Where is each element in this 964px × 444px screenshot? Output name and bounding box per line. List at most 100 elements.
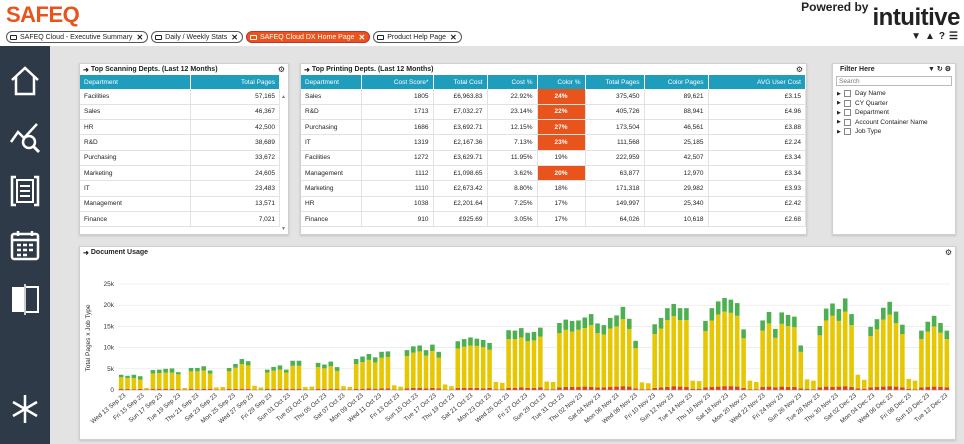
bar-segment-green[interactable] — [360, 356, 365, 363]
bar-segment-green[interactable] — [163, 368, 168, 373]
bar-segment-red[interactable] — [703, 387, 708, 390]
bar-segment-green[interactable] — [512, 330, 518, 340]
bar-segment-red[interactable] — [906, 388, 911, 390]
bar-segment-red[interactable] — [887, 386, 892, 390]
bar-segment-yellow[interactable] — [652, 334, 657, 388]
filter-item[interactable]: ▶ CY Quarter — [833, 99, 955, 109]
bar-segment-yellow[interactable] — [544, 381, 549, 390]
bar-segment-green[interactable] — [125, 375, 130, 378]
bar-segment-red[interactable] — [658, 387, 664, 390]
bar-segment-yellow[interactable] — [214, 387, 219, 390]
bar-segment-yellow[interactable] — [353, 364, 359, 389]
bar-segment-yellow[interactable] — [366, 359, 372, 389]
bar-segment-green[interactable] — [284, 369, 289, 373]
bar-segment-red[interactable] — [538, 387, 543, 390]
expand-arrow-icon[interactable]: ➜ — [83, 249, 89, 257]
expand-arrow-icon[interactable]: ➜ — [304, 66, 310, 74]
bar-segment-red[interactable] — [931, 386, 937, 390]
bar-segment-red[interactable] — [646, 389, 651, 390]
bar-segment-yellow[interactable] — [309, 386, 314, 390]
bar-segment-red[interactable] — [296, 388, 302, 390]
bar-segment-yellow[interactable] — [360, 362, 365, 389]
bar-segment-yellow[interactable] — [868, 336, 873, 388]
bar-segment-red[interactable] — [868, 387, 873, 390]
bar-segment-yellow[interactable] — [303, 387, 308, 390]
bar-segment-red[interactable] — [264, 388, 270, 390]
bar-segment-green[interactable] — [779, 312, 784, 324]
bar-segment-green[interactable] — [734, 303, 740, 316]
bar-segment-yellow[interactable] — [125, 377, 130, 389]
bar-segment-red[interactable] — [328, 388, 334, 390]
bar-segment-green[interactable] — [404, 350, 410, 357]
bar-segment-yellow[interactable] — [461, 346, 467, 388]
bar-segment-green[interactable] — [785, 314, 791, 326]
bar-segment-yellow[interactable] — [646, 383, 651, 390]
bar-segment-green[interactable] — [506, 330, 511, 340]
close-icon[interactable]: ✕ — [449, 32, 457, 42]
bar-segment-green[interactable] — [588, 314, 594, 326]
bar-segment-green[interactable] — [188, 367, 194, 372]
bar-segment-yellow[interactable] — [137, 379, 143, 389]
bar-segment-yellow[interactable] — [277, 369, 283, 389]
bar-segment-yellow[interactable] — [188, 371, 194, 389]
bar-segment-green[interactable] — [468, 337, 473, 346]
bar-segment-red[interactable] — [118, 388, 124, 390]
bar-segment-green[interactable] — [430, 344, 435, 351]
bar-segment-green[interactable] — [277, 365, 283, 370]
bar-segment-yellow[interactable] — [798, 351, 804, 389]
bar-segment-yellow[interactable] — [296, 365, 302, 389]
bar-segment-red[interactable] — [569, 387, 575, 390]
bar-segment-green[interactable] — [728, 299, 734, 313]
bar-segment-green[interactable] — [417, 345, 422, 352]
filter-item[interactable]: ▶ Job Type — [833, 127, 955, 137]
bar-segment-yellow[interactable] — [601, 334, 607, 388]
bar-segment-green[interactable] — [207, 370, 213, 374]
bar-segment-yellow[interactable] — [531, 340, 537, 388]
bar-segment-red[interactable] — [696, 388, 702, 390]
column-header[interactable]: Cost Score* — [361, 75, 434, 89]
table-row[interactable]: HR 1038 £2,201.64 7.25% 17% 149,997 25,340 £2.4… — [301, 196, 806, 212]
bar-segment-green[interactable] — [626, 318, 632, 329]
bar-segment-red[interactable] — [334, 388, 340, 390]
expand-triangle-icon[interactable]: ▶ — [837, 90, 841, 97]
menu-icon[interactable]: ☰ — [949, 31, 958, 42]
filter-item[interactable]: ▶ Department — [833, 108, 955, 118]
bar-segment-green[interactable] — [874, 319, 880, 330]
bar-segment-yellow[interactable] — [626, 328, 632, 387]
bar-segment-red[interactable] — [366, 388, 372, 390]
bar-segment-green[interactable] — [677, 308, 683, 321]
bar-segment-red[interactable] — [709, 387, 715, 390]
bar-segment-yellow[interactable] — [906, 378, 911, 389]
bar-segment-green[interactable] — [176, 372, 181, 375]
column-header[interactable]: Color % — [537, 75, 586, 89]
bar-segment-green[interactable] — [919, 330, 924, 340]
bar-segment-red[interactable] — [411, 387, 416, 390]
bar-segment-red[interactable] — [626, 386, 632, 390]
column-header[interactable]: Total Pages — [585, 75, 645, 89]
bar-segment-red[interactable] — [233, 388, 238, 390]
bar-segment-yellow[interactable] — [271, 370, 276, 389]
bar-segment-red[interactable] — [436, 388, 442, 390]
bar-segment-yellow[interactable] — [874, 329, 880, 388]
bar-segment-yellow[interactable] — [525, 341, 530, 388]
bar-segment-yellow[interactable] — [417, 351, 422, 388]
column-header[interactable]: Total Pages — [190, 75, 280, 89]
bar-segment-red[interactable] — [290, 388, 295, 390]
bar-segment-yellow[interactable] — [703, 331, 708, 388]
bar-segment-red[interactable] — [506, 387, 511, 390]
bar-segment-red[interactable] — [207, 388, 213, 390]
bar-segment-red[interactable] — [639, 389, 645, 390]
bar-segment-green[interactable] — [931, 315, 937, 327]
bar-segment-green[interactable] — [531, 331, 537, 341]
bar-segment-yellow[interactable] — [754, 381, 759, 390]
bar-segment-yellow[interactable] — [576, 329, 581, 388]
bar-segment-yellow[interactable] — [538, 336, 543, 388]
bar-segment-yellow[interactable] — [734, 315, 740, 387]
bar-segment-yellow[interactable] — [233, 367, 238, 389]
bar-segment-green[interactable] — [595, 323, 600, 334]
document-icon[interactable] — [9, 174, 41, 208]
bar-segment-green[interactable] — [271, 366, 276, 371]
bar-segment-yellow[interactable] — [881, 319, 886, 387]
bar-segment-green[interactable] — [900, 324, 905, 335]
expand-triangle-icon[interactable]: ▶ — [837, 128, 841, 135]
